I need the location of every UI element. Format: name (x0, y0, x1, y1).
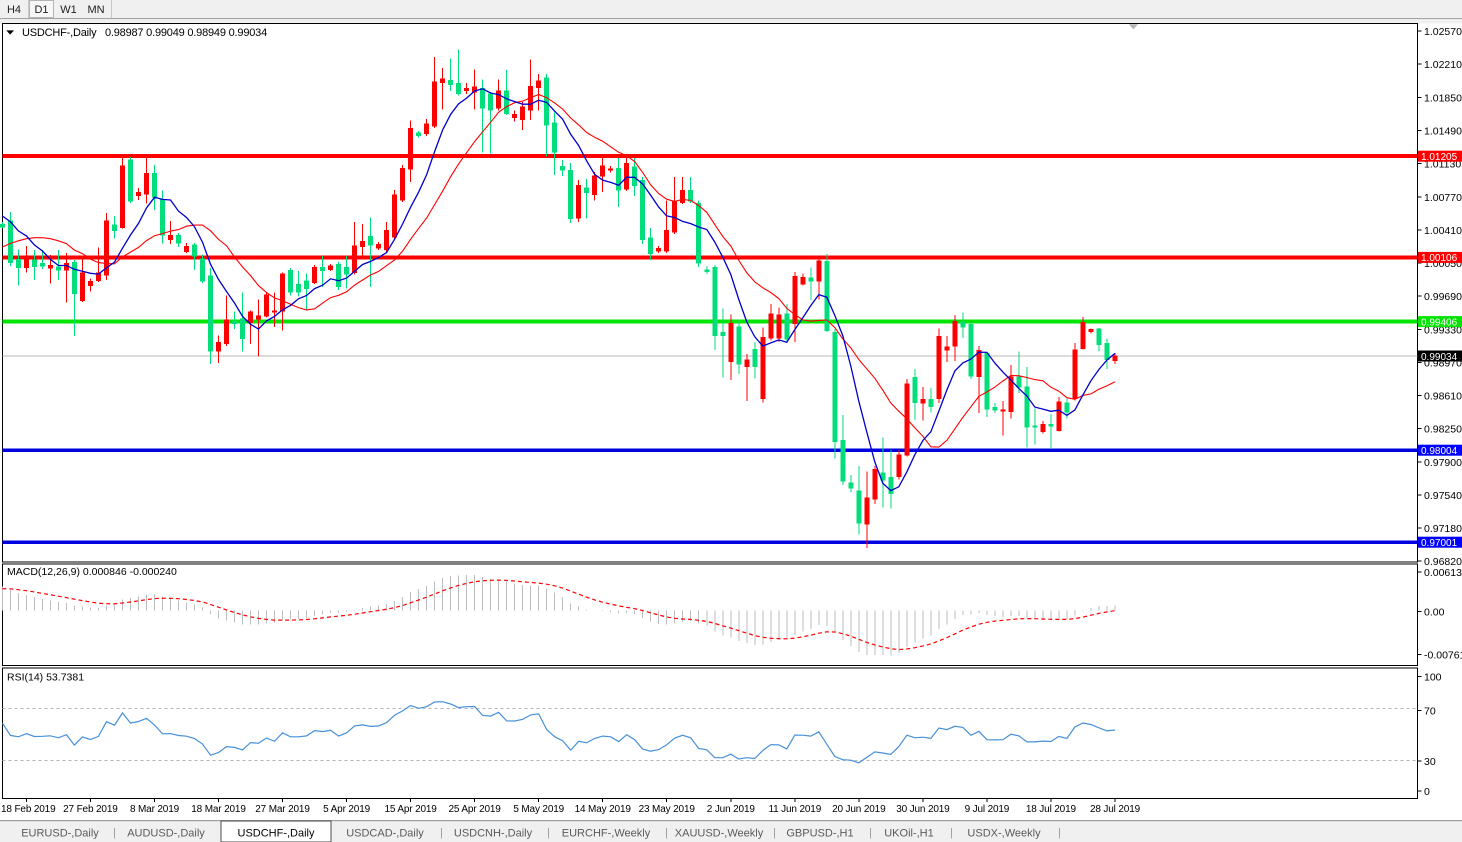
svg-text:27 Mar 2019: 27 Mar 2019 (255, 804, 310, 815)
svg-text:0.97001: 0.97001 (1421, 538, 1458, 549)
svg-text:0.99406: 0.99406 (1421, 317, 1458, 328)
svg-text:USDCHF-,Daily: USDCHF-,Daily (238, 828, 316, 840)
svg-text:23 May 2019: 23 May 2019 (639, 804, 696, 815)
svg-text:0.98610: 0.98610 (1424, 391, 1462, 403)
svg-text:AUDUSD-,Daily: AUDUSD-,Daily (127, 828, 205, 840)
svg-text:|: | (547, 827, 550, 839)
svg-text:18 Jul 2019: 18 Jul 2019 (1026, 804, 1077, 815)
svg-text:9 Jul 2019: 9 Jul 2019 (965, 804, 1010, 815)
svg-text:27 Feb 2019: 27 Feb 2019 (63, 804, 118, 815)
svg-text:GBPUSD-,H1: GBPUSD-,H1 (786, 828, 853, 840)
svg-text:XAUUSD-,Weekly: XAUUSD-,Weekly (675, 828, 764, 840)
svg-text:1.02570: 1.02570 (1424, 26, 1462, 38)
svg-text:18 Feb 2019: 18 Feb 2019 (1, 804, 56, 815)
svg-text:1.01490: 1.01490 (1424, 125, 1462, 137)
svg-text:15 Apr 2019: 15 Apr 2019 (384, 804, 437, 815)
svg-text:0.98250: 0.98250 (1424, 424, 1462, 436)
svg-text:0.99690: 0.99690 (1424, 291, 1462, 303)
svg-text:5 Apr 2019: 5 Apr 2019 (323, 804, 370, 815)
svg-text:EURUSD-,Daily: EURUSD-,Daily (21, 828, 99, 840)
svg-text:USDCNH-,Daily: USDCNH-,Daily (454, 828, 533, 840)
svg-text:8 Mar 2019: 8 Mar 2019 (130, 804, 180, 815)
svg-text:5 May 2019: 5 May 2019 (513, 804, 564, 815)
svg-text:|: | (665, 827, 668, 839)
svg-text:2 Jun 2019: 2 Jun 2019 (707, 804, 756, 815)
svg-text:USDCHF-,Daily 0.98987 0.9904: USDCHF-,Daily 0.98987 0.99049 0.98949 0.… (22, 27, 267, 39)
svg-text:|: | (440, 827, 443, 839)
svg-text:70: 70 (1424, 706, 1436, 718)
svg-text:MN: MN (87, 4, 104, 16)
svg-text:18 Mar 2019: 18 Mar 2019 (191, 804, 246, 815)
svg-text:UKOil-,H1: UKOil-,H1 (884, 828, 934, 840)
svg-text:0.97180: 0.97180 (1424, 523, 1462, 535)
svg-text:|: | (869, 827, 872, 839)
svg-text:1.00410: 1.00410 (1424, 225, 1462, 237)
svg-text:MACD(12,26,9) 0.000846 -0.0002: MACD(12,26,9) 0.000846 -0.000240 (7, 566, 177, 578)
svg-text:0: 0 (1424, 786, 1430, 798)
svg-text:14 May 2019: 14 May 2019 (575, 804, 632, 815)
svg-text:0.96820: 0.96820 (1424, 556, 1462, 568)
svg-text:0.99330: 0.99330 (1424, 324, 1462, 336)
svg-text:1.00106: 1.00106 (1421, 253, 1458, 264)
svg-text:1.01850: 1.01850 (1424, 92, 1462, 104)
svg-text:|: | (1058, 827, 1061, 839)
svg-text:11 Jun 2019: 11 Jun 2019 (768, 804, 821, 815)
svg-text:0.97900: 0.97900 (1424, 457, 1462, 469)
svg-text:W1: W1 (60, 4, 77, 16)
svg-text:USDCAD-,Daily: USDCAD-,Daily (346, 828, 424, 840)
svg-text:|: | (773, 827, 776, 839)
svg-text:RSI(14) 53.7381: RSI(14) 53.7381 (7, 672, 84, 684)
svg-text:-0.0076120: -0.0076120 (1424, 649, 1462, 661)
svg-text:30 Jun 2019: 30 Jun 2019 (896, 804, 950, 815)
svg-text:H4: H4 (7, 4, 21, 16)
svg-text:USDX-,Weekly: USDX-,Weekly (967, 828, 1041, 840)
svg-text:1.00770: 1.00770 (1424, 192, 1462, 204)
svg-text:EURCHF-,Weekly: EURCHF-,Weekly (562, 828, 651, 840)
svg-text:|: | (950, 827, 953, 839)
svg-text:0.98004: 0.98004 (1421, 446, 1458, 457)
svg-text:0.00: 0.00 (1424, 606, 1445, 618)
svg-text:0.00613: 0.00613 (1424, 567, 1462, 579)
svg-text:D1: D1 (34, 4, 48, 16)
svg-text:20 Jun 2019: 20 Jun 2019 (832, 804, 886, 815)
svg-text:|: | (113, 827, 116, 839)
svg-text:1.02210: 1.02210 (1424, 59, 1462, 71)
svg-text:100: 100 (1424, 672, 1442, 684)
svg-text:1.01205: 1.01205 (1421, 152, 1458, 163)
svg-text:25 Apr 2019: 25 Apr 2019 (448, 804, 501, 815)
svg-text:30: 30 (1424, 756, 1436, 768)
svg-text:0.99034: 0.99034 (1421, 352, 1458, 363)
svg-text:0.97540: 0.97540 (1424, 490, 1462, 502)
svg-text:28 Jul 2019: 28 Jul 2019 (1090, 804, 1141, 815)
